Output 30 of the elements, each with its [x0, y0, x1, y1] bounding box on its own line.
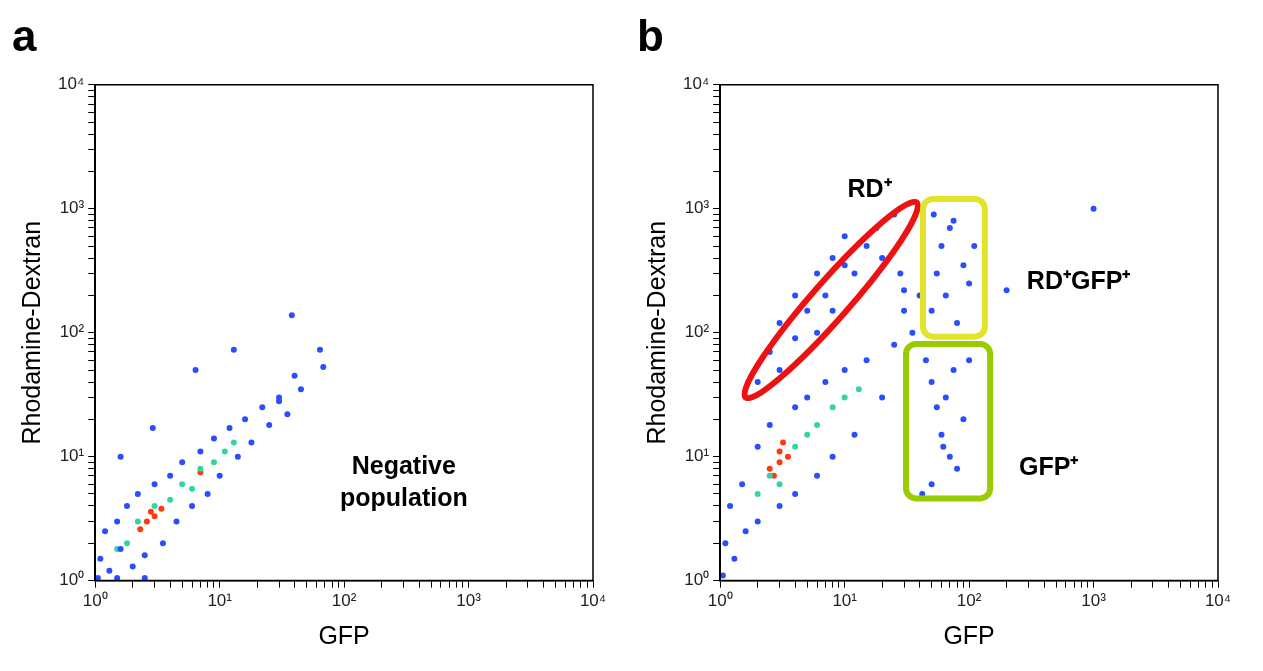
x-axis-title: GFP [943, 620, 995, 649]
y-tick-label: 10⁰ [59, 570, 85, 590]
annotation: GFP⁺ [1019, 450, 1079, 482]
y-tick-label: 10¹ [684, 446, 710, 466]
annotation: RD⁺ [847, 173, 892, 205]
x-tick-label: 10⁴ [1204, 591, 1232, 611]
chart-title: b [637, 10, 664, 60]
x-axis-title: GFP [318, 620, 370, 649]
y-tick-label: 10⁴ [683, 74, 710, 94]
annotation: Negative population [338, 450, 469, 513]
chart-title: a [12, 10, 37, 60]
x-tick-label: 10⁰ [82, 591, 108, 611]
x-tick-label: 10⁰ [707, 591, 733, 611]
x-tick-label: 10³ [1081, 591, 1107, 611]
x-tick-label: 10⁴ [579, 591, 607, 611]
y-tick-label: 10³ [59, 198, 85, 218]
y-tick-label: 10⁴ [58, 74, 85, 94]
annotation: RD⁺GFP⁺ [1026, 265, 1131, 296]
x-tick-label: 10¹ [207, 591, 233, 611]
y-tick-label: 10¹ [59, 446, 85, 466]
x-tick-label: 10¹ [832, 591, 858, 611]
y-axis-title: Rhodamine-Dextran [16, 220, 45, 445]
y-tick-label: 10² [684, 322, 710, 342]
x-tick-label: 10³ [456, 591, 482, 611]
y-axis-title: Rhodamine-Dextran [641, 220, 670, 445]
x-tick-label: 10² [956, 591, 982, 611]
x-tick-label: 10² [331, 591, 357, 611]
y-tick-label: 10⁰ [684, 570, 710, 590]
y-tick-label: 10³ [684, 198, 710, 218]
y-tick-label: 10² [59, 322, 85, 342]
